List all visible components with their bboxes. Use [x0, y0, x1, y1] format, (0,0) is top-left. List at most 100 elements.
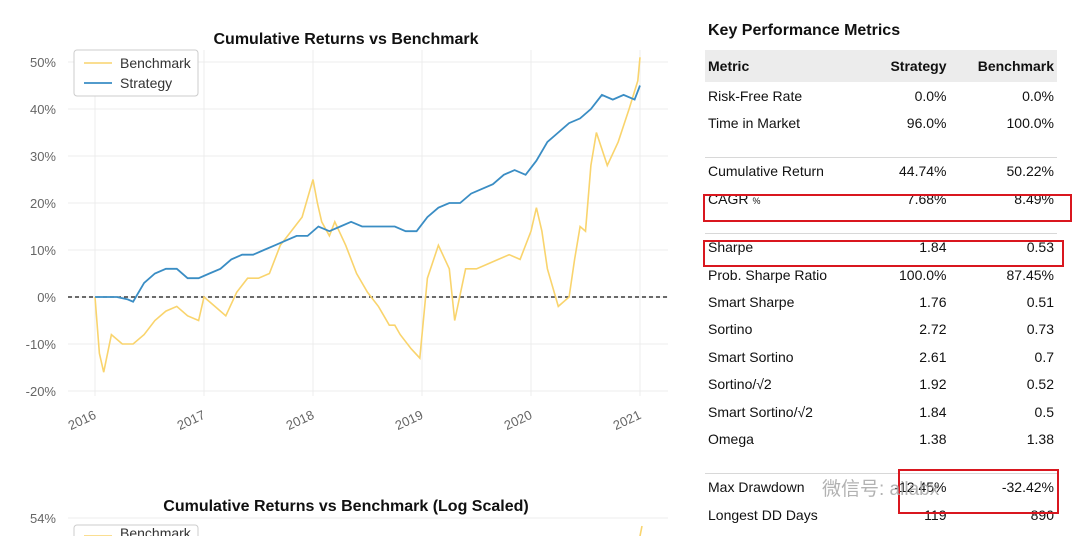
x-tick-label: 2017: [175, 407, 208, 433]
metric-name-text: Max Drawdown: [708, 479, 805, 496]
metric-name: Smart Sortino: [705, 343, 868, 370]
chart-title-log: Cumulative Returns vs Benchmark (Log Sca…: [163, 498, 528, 515]
table-row: Sortino/√2 1.92 0.52: [705, 371, 1057, 398]
watermark: 微信号: ailabx: [822, 479, 940, 500]
y-tick-label: 40%: [30, 102, 56, 117]
table-row: Sortino 2.72 0.73: [705, 316, 1057, 343]
table-row: Cumulative Return 44.74% 50.22%: [705, 157, 1057, 185]
cumulative-returns-chart: Cumulative Returns vs Benchmark 50% 40% 30…: [26, 31, 668, 433]
table-row: Sharpe 1.84 0.53: [705, 233, 1057, 261]
x-tick-label: 2016: [66, 407, 99, 433]
separator-cell: [705, 212, 1057, 234]
metric-name-text: Longest DD Days: [708, 506, 818, 523]
table-row: Risk-Free Rate 0.0% 0.0%: [705, 82, 1057, 109]
metric-name-text: Prob. Sharpe Ratio: [708, 266, 828, 283]
strategy-value: -12.45%: [894, 479, 947, 496]
metric-name: Sortino/√2: [705, 371, 868, 398]
metric-name-text: Sharpe: [708, 239, 754, 256]
metric-name: Prob. Sharpe Ratio: [705, 261, 868, 288]
y-tick-label: -20%: [26, 384, 57, 399]
metric-name: Cumulative Return: [705, 157, 868, 185]
strategy-value: 2.61: [919, 348, 947, 365]
strategy-value: 2.72: [919, 321, 947, 338]
table-row: Prob. Sharpe Ratio 100.0% 87.45%: [705, 261, 1057, 288]
strategy-value: 1.38: [919, 430, 947, 447]
benchmark-line: [639, 525, 643, 536]
cagr-highlight: [703, 194, 1072, 222]
grid: [68, 50, 668, 396]
table-row: Time in Market 96.0% 100.0%: [705, 109, 1057, 136]
benchmark-value: 0.7: [1034, 348, 1054, 365]
group-separator: [705, 452, 1057, 474]
header-strategy: Strategy: [868, 50, 950, 82]
strategy-value: 1.92: [919, 376, 947, 393]
metric-name: Time in Market: [705, 109, 868, 136]
benchmark-value: -32.42%: [1001, 479, 1054, 496]
max-drawdown-highlight: [898, 469, 1059, 514]
strategy-value: 1.84: [919, 403, 947, 420]
metric-name: Omega: [705, 425, 868, 452]
y-tick-label: 10%: [30, 243, 56, 258]
legend-benchmark-label: Benchmark: [120, 55, 192, 71]
y-tick-label: 54%: [30, 511, 56, 526]
benchmark-value: 0.73: [1026, 321, 1054, 338]
key-performance-metrics: Key Performance Metrics Metric Strategy …: [705, 22, 1057, 528]
x-tick-label: 2018: [284, 407, 317, 433]
benchmark-value: 1.38: [1026, 430, 1054, 447]
x-tick-label: 2020: [502, 407, 535, 433]
legend-strategy-label: Strategy: [120, 75, 172, 91]
metric-name-text: Cumulative Return: [708, 163, 824, 180]
strategy-value: 44.74%: [899, 163, 947, 180]
metric-name: Smart Sharpe: [705, 288, 868, 315]
y-tick-label: 0%: [37, 290, 56, 305]
table-row: Smart Sortino 2.61 0.7: [705, 343, 1057, 370]
header-metric: Metric: [705, 50, 869, 82]
y-axis: 50% 40% 30% 20% 10% 0% -10% -20%: [26, 55, 57, 399]
metric-unit: %: [752, 195, 761, 206]
benchmark-value: 0.53: [1026, 239, 1054, 256]
metric-name-text: Omega: [708, 430, 754, 447]
group-separator: [705, 136, 1057, 158]
strategy-value: 1.84: [919, 239, 947, 256]
legend-box: [73, 524, 199, 536]
table-row: Max Drawdown -12.45% -32.42%: [705, 473, 1057, 501]
metric-name-text: Smart Sharpe: [708, 294, 795, 311]
strategy-value: 96.0%: [906, 115, 947, 132]
benchmark-value: 890: [1030, 506, 1054, 523]
sharpe-highlight: [703, 240, 1064, 267]
benchmark-line: [94, 57, 641, 373]
x-axis: 2016 2017 2018 2019 2020 2021: [66, 407, 644, 433]
benchmark-value: 0.5: [1034, 403, 1054, 420]
x-tick-label: 2019: [393, 407, 426, 433]
metric-name-text: Time in Market: [708, 115, 801, 132]
strategy-value: 100.0%: [899, 266, 947, 283]
table-row: Smart Sortino/√2 1.84 0.5: [705, 398, 1057, 425]
metric-name-text: Risk-Free Rate: [708, 87, 803, 104]
separator-cell: [705, 452, 1057, 474]
metric-name: Smart Sortino/√2: [705, 398, 868, 425]
strategy-value: 1.76: [919, 294, 947, 311]
header-benchmark: Benchmark: [949, 50, 1057, 82]
benchmark-value: 0.0%: [1022, 87, 1054, 104]
y-tick-label: 20%: [30, 196, 56, 211]
y-tick-label: 30%: [30, 149, 56, 164]
metrics-title: Key Performance Metrics: [708, 22, 901, 39]
metric-name: Sortino: [705, 316, 868, 343]
strategy-value: 0.0%: [914, 87, 947, 104]
benchmark-value: 50.22%: [1006, 163, 1054, 180]
legend: Benchmark Strategy: [73, 49, 199, 97]
metric-name-text: Sortino/√2: [708, 376, 772, 393]
strategy-value: 119: [924, 506, 947, 523]
benchmark-value: 100.0%: [1006, 115, 1054, 132]
metric-name-text: Smart Sortino: [708, 348, 794, 365]
y-tick-label: 50%: [30, 55, 56, 70]
table-header: Metric Strategy Benchmark: [705, 50, 1057, 82]
benchmark-value: 0.51: [1026, 294, 1054, 311]
log-scaled-chart: Cumulative Returns vs Benchmark (Log Sca…: [30, 498, 668, 536]
y-tick-label: -10%: [26, 337, 57, 352]
legend-box: [73, 49, 199, 97]
metrics-table: Metric Strategy Benchmark Risk-Free Rate…: [705, 50, 1057, 528]
metric-name: Sharpe: [705, 233, 868, 261]
metric-name-text: Smart Sortino/√2: [708, 403, 813, 420]
benchmark-value: 87.45%: [1006, 266, 1054, 283]
